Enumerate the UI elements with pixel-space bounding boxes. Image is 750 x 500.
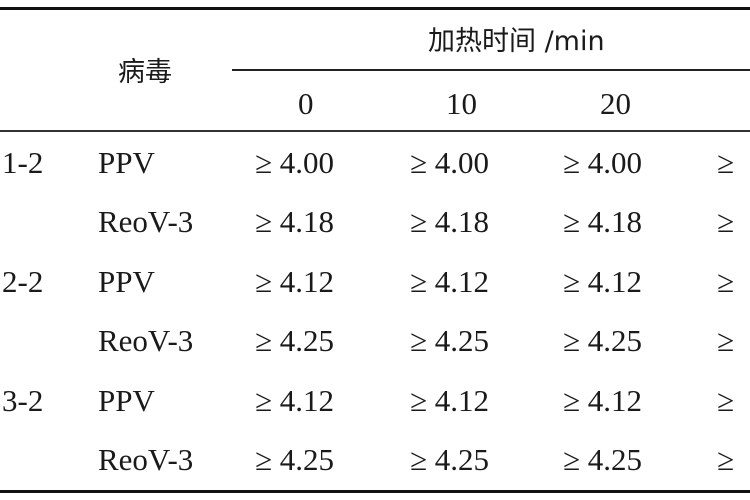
value-cell: ≥ [717, 442, 735, 477]
value-cell: ≥ 4.12 [410, 264, 490, 299]
value-cell: ≥ [717, 323, 735, 358]
value-cell: ≥ 4.00 [255, 145, 335, 180]
header-time-20: 20 [600, 86, 631, 121]
value-cell: ≥ 4.12 [563, 383, 643, 418]
value-cell: ≥ 4.25 [255, 442, 335, 477]
header-bottom-rule [0, 130, 750, 132]
value-cell: ≥ 4.25 [563, 323, 643, 358]
value-cell: ≥ 4.00 [410, 145, 490, 180]
value-cell: ≥ 4.25 [563, 442, 643, 477]
bottom-rule [0, 490, 750, 493]
value-cell: ≥ 4.25 [410, 323, 490, 358]
value-cell: ≥ 4.12 [410, 383, 490, 418]
value-cell: ≥ 4.12 [255, 383, 335, 418]
value-cell: ≥ [717, 145, 735, 180]
value-cell: ≥ 4.25 [410, 442, 490, 477]
header-heating-time-label: 加热时间 /min [428, 26, 605, 57]
value-cell: ≥ 4.25 [255, 323, 335, 358]
value-cell: ≥ [717, 204, 735, 239]
header-time-0: 0 [298, 86, 314, 121]
virus-name: ReoV-3 [98, 323, 194, 358]
virus-name: ReoV-3 [98, 204, 194, 239]
virus-name: ReoV-3 [98, 442, 194, 477]
value-cell: ≥ 4.12 [255, 264, 335, 299]
value-cell: ≥ [717, 264, 735, 299]
value-cell: ≥ 4.18 [563, 204, 643, 239]
value-cell: ≥ 4.18 [255, 204, 335, 239]
sample-id: 3-2 [2, 383, 44, 418]
virus-name: PPV [98, 264, 155, 299]
virus-name: PPV [98, 383, 155, 418]
group-header-rule [232, 69, 750, 71]
header-heating-time: 加热时间 /min [428, 24, 605, 60]
sample-id: 2-2 [2, 264, 44, 299]
header-virus: 病毒 [118, 57, 172, 88]
top-rule [0, 7, 750, 10]
header-time-10: 10 [446, 86, 477, 121]
virus-name: PPV [98, 145, 155, 180]
value-cell: ≥ 4.00 [563, 145, 643, 180]
value-cell: ≥ 4.12 [563, 264, 643, 299]
value-cell: ≥ 4.18 [410, 204, 490, 239]
sample-id: 1-2 [2, 145, 44, 180]
value-cell: ≥ [717, 383, 735, 418]
